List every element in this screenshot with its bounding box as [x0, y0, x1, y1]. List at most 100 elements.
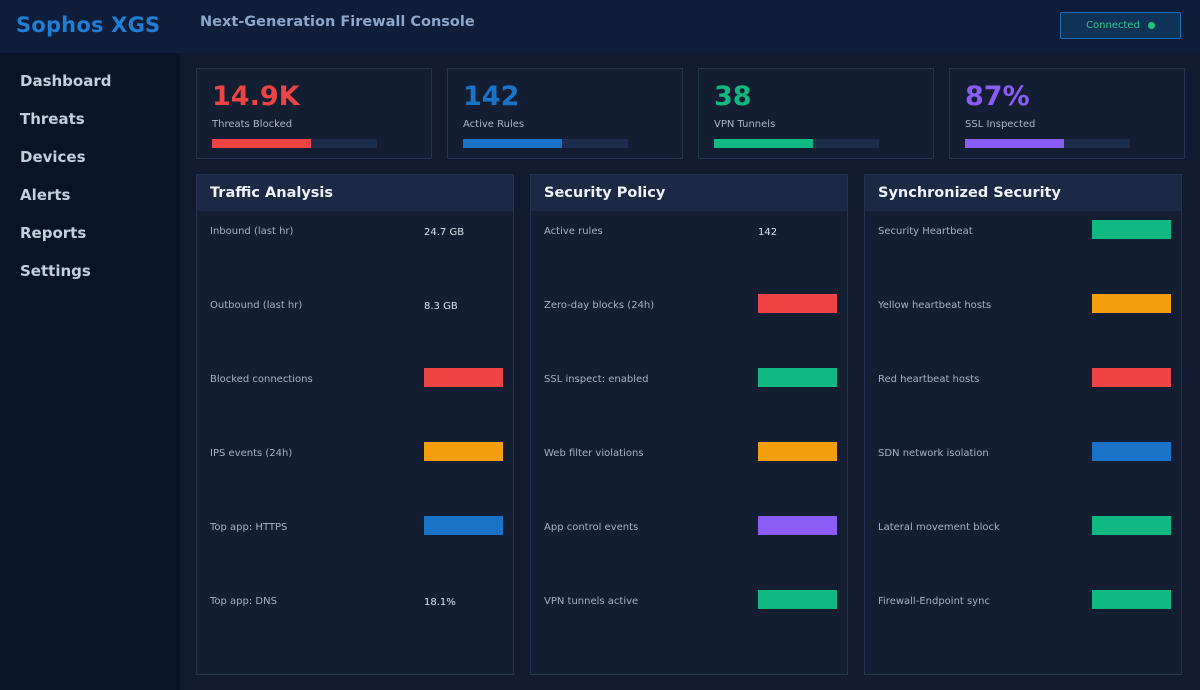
metric-indicator-bar — [424, 442, 503, 461]
metric-row[interactable]: App control events — [531, 516, 847, 541]
stat-value: 14.9K — [212, 81, 300, 112]
status-dot-icon — [1147, 22, 1155, 29]
metric-indicator-bar — [1092, 294, 1171, 313]
metric-row[interactable]: Top app: HTTPS — [197, 516, 513, 541]
metric-label: Zero-day blocks (24h) — [544, 300, 655, 311]
metric-value: 8.3 GB — [424, 301, 458, 312]
stat-progress-bar — [463, 139, 628, 148]
sidebar-item-label: Devices — [20, 148, 86, 166]
metric-label: Lateral movement block — [878, 522, 1000, 533]
metric-row[interactable]: Yellow heartbeat hosts — [865, 294, 1181, 319]
metric-indicator-bar — [1092, 368, 1171, 387]
panel-title: Traffic Analysis — [197, 175, 513, 211]
metric-row[interactable]: Inbound (last hr) 24.7 GB — [197, 225, 513, 245]
sidebar-item-label: Threats — [20, 110, 85, 128]
sidebar-item-dashboard[interactable]: Dashboard — [0, 64, 180, 98]
metric-label: App control events — [544, 522, 639, 533]
sidebar-item-settings[interactable]: Settings — [0, 254, 180, 288]
metric-indicator-bar — [1092, 516, 1171, 535]
metric-indicator-bar — [758, 368, 837, 387]
metric-indicator-bar — [1092, 442, 1171, 461]
stat-card-active-rules[interactable]: 142 Active Rules — [447, 68, 683, 159]
stat-card-threats-blocked[interactable]: 14.9K Threats Blocked — [196, 68, 432, 159]
stat-progress-bar — [965, 139, 1130, 148]
metric-row[interactable]: Top app: DNS 18.1% — [197, 595, 513, 615]
panel-title: Synchronized Security — [865, 175, 1181, 211]
stat-progress-fill — [463, 139, 562, 148]
stat-label: SSL Inspected — [965, 119, 1036, 130]
metric-row[interactable]: Outbound (last hr) 8.3 GB — [197, 299, 513, 319]
metric-row[interactable]: Blocked connections — [197, 368, 513, 393]
sidebar-item-threats[interactable]: Threats — [0, 102, 180, 136]
sidebar-item-alerts[interactable]: Alerts — [0, 178, 180, 212]
metric-row[interactable]: SDN network isolation — [865, 442, 1181, 467]
metric-indicator-bar — [424, 516, 503, 535]
stat-progress-fill — [212, 139, 311, 148]
stat-label: Threats Blocked — [212, 119, 293, 130]
panel-synchronized-security: Synchronized Security Security Heartbeat… — [864, 174, 1182, 675]
metric-label: SSL inspect: enabled — [544, 374, 649, 385]
metric-row[interactable]: Security Heartbeat — [865, 220, 1181, 245]
stat-label: VPN Tunnels — [714, 119, 776, 130]
panel-security-policy: Security Policy Active rules 142 Zero-day … — [530, 174, 848, 675]
metric-indicator-bar — [758, 294, 837, 313]
sidebar-item-label: Reports — [20, 224, 87, 242]
stat-value: 142 — [463, 81, 520, 112]
metric-row[interactable]: Red heartbeat hosts — [865, 368, 1181, 393]
metric-label: IPS events (24h) — [210, 448, 293, 459]
metric-label: Web filter violations — [544, 448, 644, 459]
metric-indicator-bar — [758, 442, 837, 461]
metric-indicator-bar — [758, 590, 837, 609]
metric-label: Active rules — [544, 226, 603, 237]
stat-progress-fill — [714, 139, 813, 148]
stat-card-ssl-inspected[interactable]: 87% SSL Inspected — [949, 68, 1185, 159]
stat-progress-bar — [212, 139, 377, 148]
stat-value: 38 — [714, 81, 752, 112]
sidebar-item-label: Alerts — [20, 186, 71, 204]
metric-indicator-bar — [1092, 590, 1171, 609]
panel-title: Security Policy — [531, 175, 847, 211]
sidebar-item-reports[interactable]: Reports — [0, 216, 180, 250]
metric-row[interactable]: IPS events (24h) — [197, 442, 513, 467]
metric-indicator-bar — [424, 368, 503, 387]
metric-label: Blocked connections — [210, 374, 313, 385]
metric-value: 18.1% — [424, 597, 456, 608]
metric-value: 142 — [758, 227, 778, 238]
metric-row[interactable]: VPN tunnels active — [531, 590, 847, 615]
stat-label: Active Rules — [463, 119, 525, 130]
stat-value: 87% — [965, 81, 1030, 112]
metric-label: Firewall-Endpoint sync — [878, 596, 990, 607]
sidebar-item-label: Dashboard — [20, 72, 112, 90]
metric-value: 24.7 GB — [424, 227, 465, 238]
metric-row[interactable]: Firewall-Endpoint sync — [865, 590, 1181, 615]
metric-label: Inbound (last hr) — [210, 226, 294, 237]
metric-label: Red heartbeat hosts — [878, 374, 980, 385]
metric-indicator-bar — [758, 516, 837, 535]
brand-logo[interactable]: Sophos XGS — [16, 13, 161, 37]
metric-label: SDN network isolation — [878, 448, 989, 459]
metric-row[interactable]: SSL inspect: enabled — [531, 368, 847, 393]
stat-progress-bar — [714, 139, 879, 148]
metric-row[interactable]: Web filter violations — [531, 442, 847, 467]
connection-status-badge[interactable]: Connected — [1060, 12, 1181, 39]
sidebar: Dashboard Threats Devices Alerts Reports… — [0, 53, 180, 690]
console-title: Next-Generation Firewall Console — [200, 14, 475, 30]
stat-card-vpn-tunnels[interactable]: 38 VPN Tunnels — [698, 68, 934, 159]
stat-progress-fill — [965, 139, 1064, 148]
metric-label: Top app: DNS — [210, 596, 277, 607]
sidebar-item-devices[interactable]: Devices — [0, 140, 180, 174]
metric-label: VPN tunnels active — [544, 596, 639, 607]
metric-row[interactable]: Lateral movement block — [865, 516, 1181, 541]
panel-traffic-analysis: Traffic Analysis Inbound (last hr) 24.7 G… — [196, 174, 514, 675]
metric-label: Security Heartbeat — [878, 226, 973, 237]
connection-status-label: Connected — [1086, 20, 1140, 31]
metric-label: Yellow heartbeat hosts — [878, 300, 992, 311]
metric-label: Outbound (last hr) — [210, 300, 303, 311]
metric-label: Top app: HTTPS — [210, 522, 288, 533]
metric-indicator-bar — [1092, 220, 1171, 239]
metric-row[interactable]: Active rules 142 — [531, 225, 847, 245]
top-bar: Sophos XGS Next-Generation Firewall Cons… — [0, 0, 1200, 53]
sidebar-item-label: Settings — [20, 262, 91, 280]
metric-row[interactable]: Zero-day blocks (24h) — [531, 294, 847, 319]
